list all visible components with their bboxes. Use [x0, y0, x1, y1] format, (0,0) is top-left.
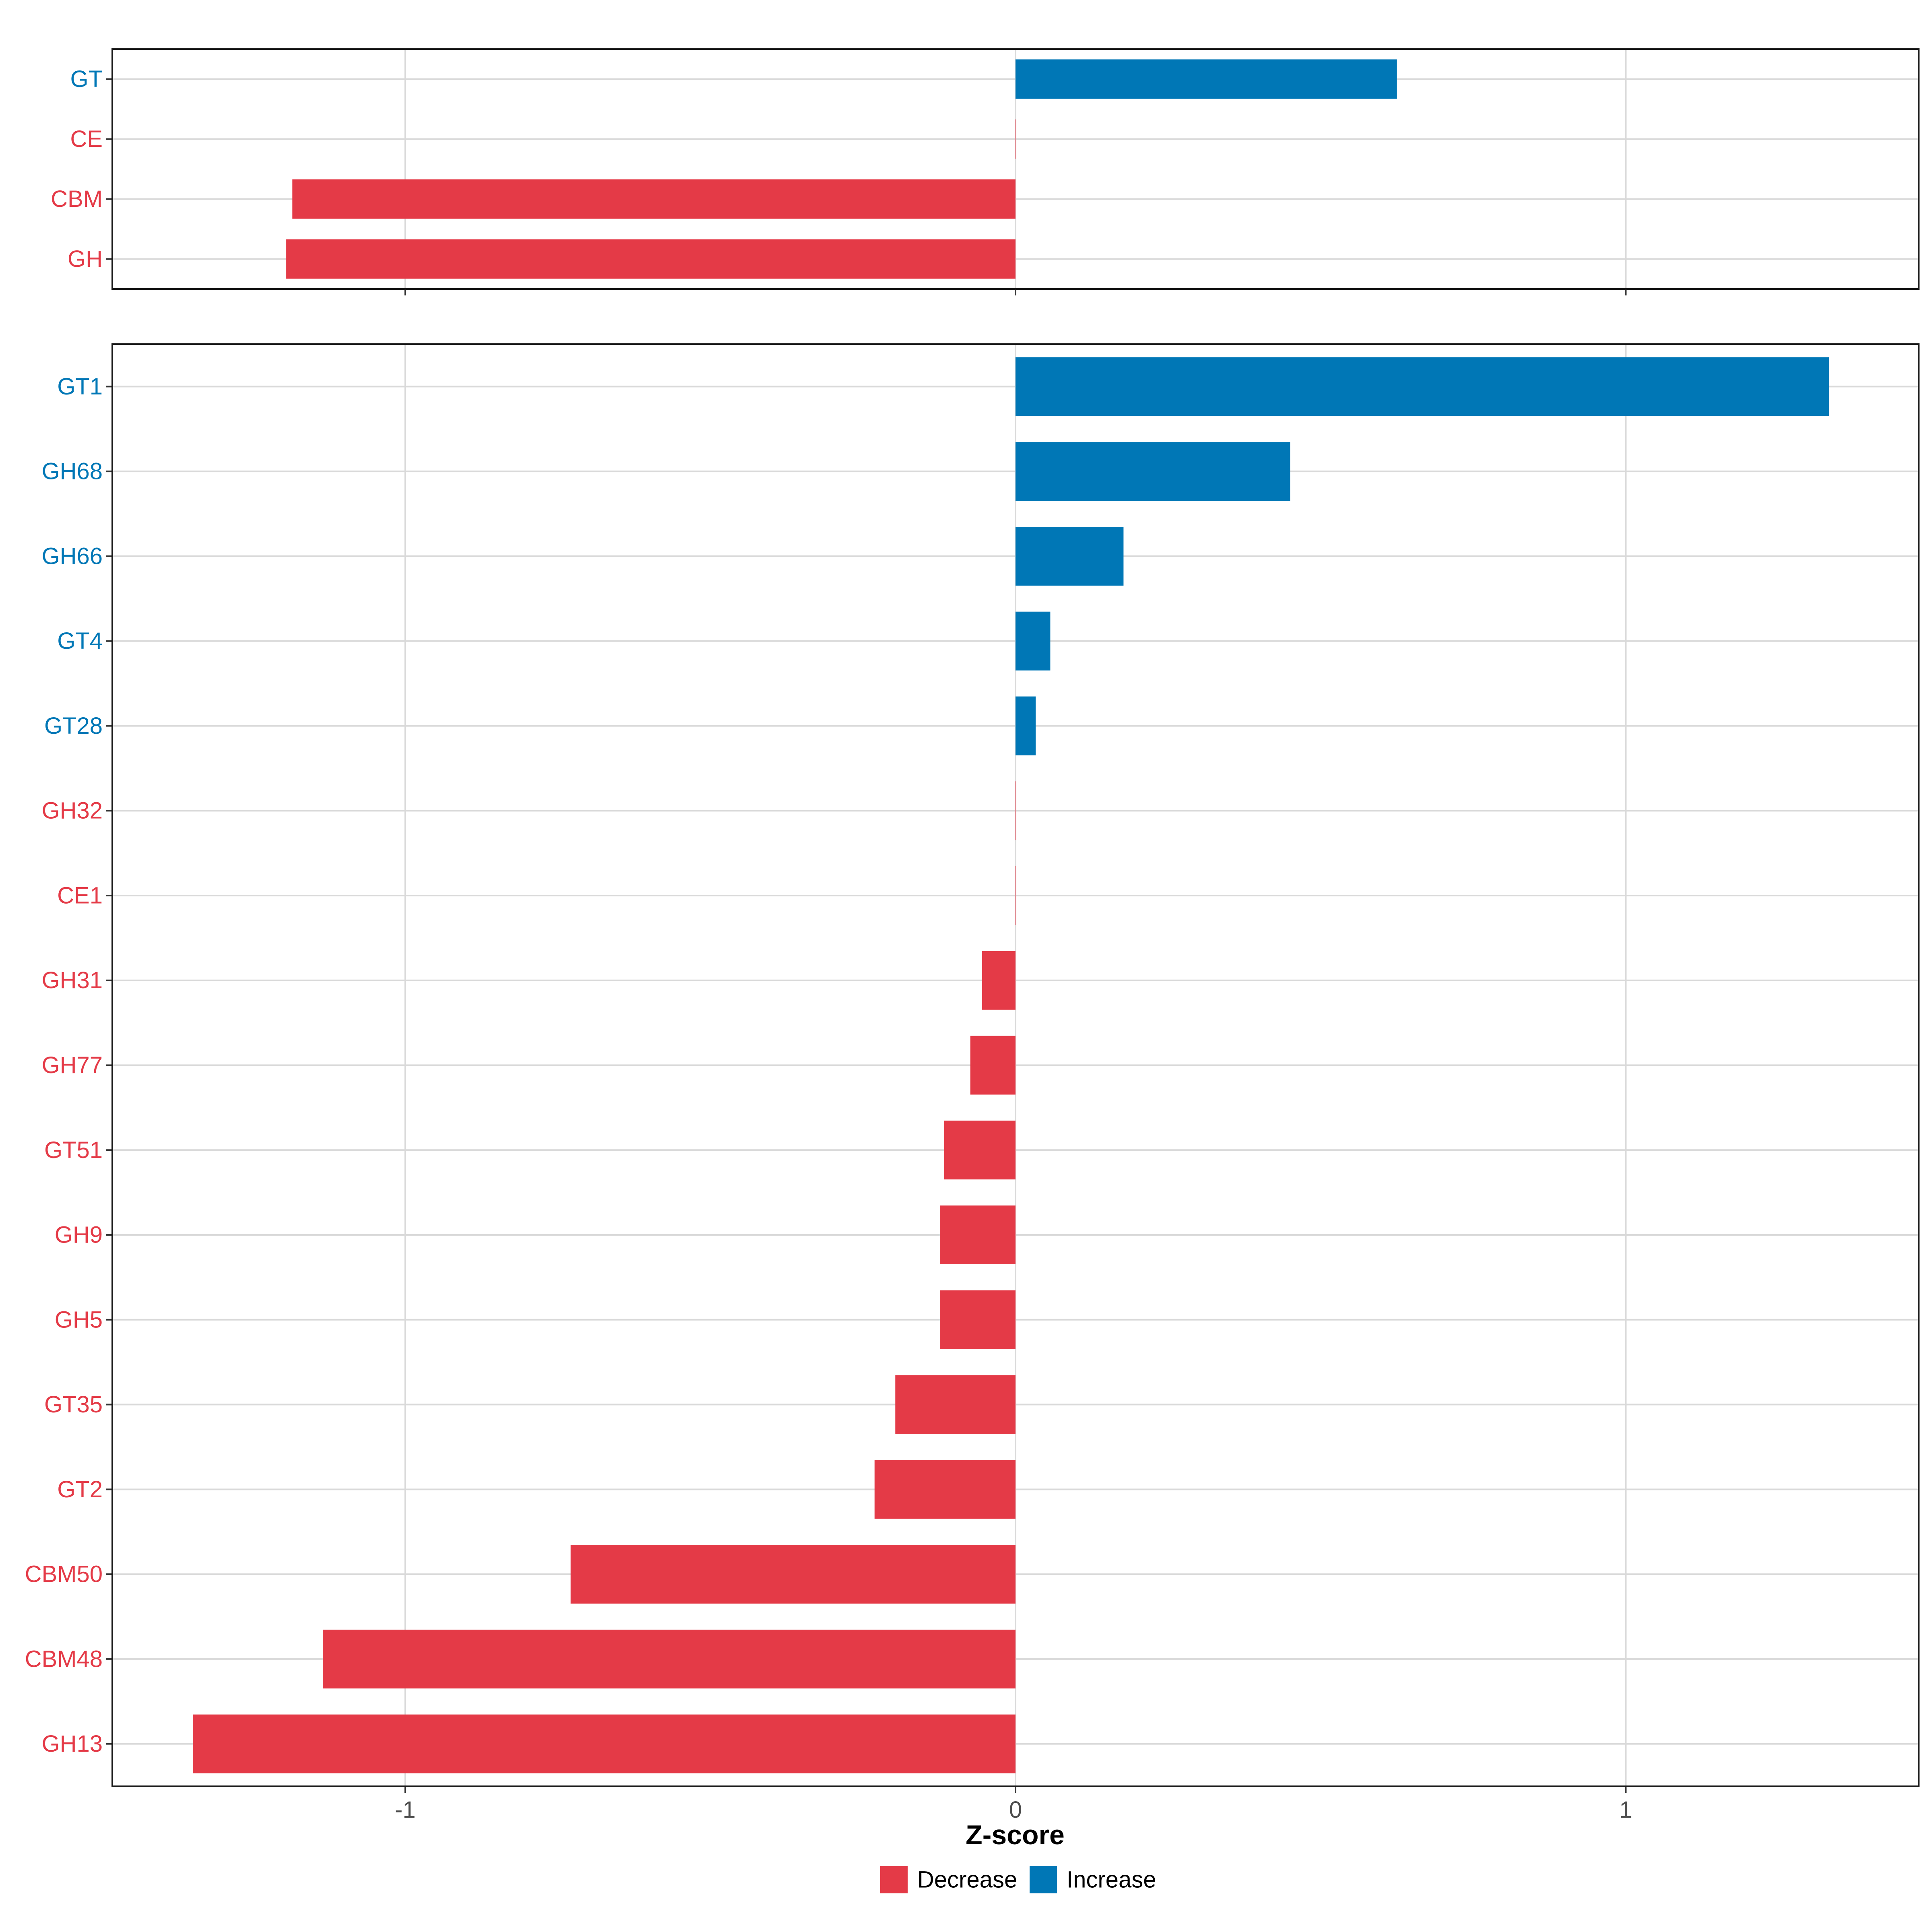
- y-tick-label-gh68: GH68: [41, 458, 103, 485]
- bar-cbm50: [570, 1545, 1016, 1604]
- bar-cbm: [292, 179, 1016, 219]
- y-tick-label-gh13: GH13: [41, 1731, 103, 1757]
- y-tick-label-gt4: GT4: [57, 628, 103, 654]
- y-tick-label-gt2: GT2: [57, 1476, 103, 1503]
- panel-border: [111, 48, 1920, 290]
- bar-gh5: [939, 1290, 1016, 1349]
- y-tick-label-gh77: GH77: [41, 1052, 103, 1078]
- legend-key-decrease: [880, 1866, 908, 1893]
- x-tick-label: -1: [395, 1797, 416, 1823]
- bar-gt51: [944, 1121, 1016, 1180]
- panels: GT CE CBM GH GT1 GH68 GH66 GT4 GT28 GH32 CE1 GH31 GH…: [25, 48, 1920, 1823]
- x-tick-label: 0: [1009, 1797, 1022, 1823]
- bar-gt28: [1016, 696, 1036, 755]
- legend-label-increase: Increase: [1067, 1867, 1156, 1893]
- panel-border: [111, 343, 1920, 1787]
- y-tick-label-cbm48: CBM48: [25, 1646, 103, 1672]
- bar-gh9: [939, 1205, 1016, 1265]
- y-tick-label-gh32: GH32: [41, 798, 103, 824]
- y-tick-label-gh5: GH5: [55, 1307, 103, 1333]
- bar-gh77: [970, 1036, 1016, 1095]
- bar-cbm48: [323, 1629, 1016, 1688]
- bar-gt4: [1016, 611, 1051, 671]
- bar-gh13: [193, 1714, 1016, 1773]
- y-tick-label-gt1: GT1: [57, 374, 103, 400]
- bar-gh: [286, 239, 1016, 279]
- x-tick-label: 1: [1619, 1797, 1632, 1823]
- bar-gt: [1016, 59, 1397, 99]
- y-tick-label-gh: GH: [68, 246, 103, 272]
- y-tick-label-gt51: GT51: [44, 1137, 103, 1163]
- y-tick-label-ce: CE: [70, 126, 103, 152]
- legend-label-decrease: Decrease: [917, 1867, 1017, 1893]
- bar-gh31: [982, 951, 1016, 1010]
- y-tick-label-gh31: GH31: [41, 967, 103, 993]
- x-axis-title: Z-score: [966, 1820, 1065, 1850]
- y-tick-label-gt35: GT35: [44, 1391, 103, 1418]
- y-tick-label-gh9: GH9: [55, 1222, 103, 1248]
- bottom-panel: GT1 GH68 GH66 GT4 GT28 GH32 CE1 GH31 GH77 GT51 GH9…: [25, 343, 1920, 1823]
- legend: Decrease Increase: [880, 1866, 1156, 1893]
- legend-key-increase: [1030, 1866, 1057, 1893]
- bar-gh66: [1016, 526, 1124, 586]
- bar-gt35: [895, 1375, 1016, 1434]
- bar-gt1: [1016, 357, 1829, 416]
- bar-gh68: [1016, 442, 1290, 501]
- y-tick-label-cbm: CBM: [51, 186, 103, 212]
- bar-gt2: [874, 1460, 1016, 1519]
- y-tick-label-gh66: GH66: [41, 543, 103, 569]
- y-tick-label-gt: GT: [70, 66, 103, 92]
- y-tick-label-cbm50: CBM50: [25, 1561, 103, 1587]
- y-tick-label-gt28: GT28: [44, 713, 103, 739]
- top-panel: GT CE CBM GH: [51, 48, 1920, 295]
- y-tick-label-ce1: CE1: [57, 882, 103, 908]
